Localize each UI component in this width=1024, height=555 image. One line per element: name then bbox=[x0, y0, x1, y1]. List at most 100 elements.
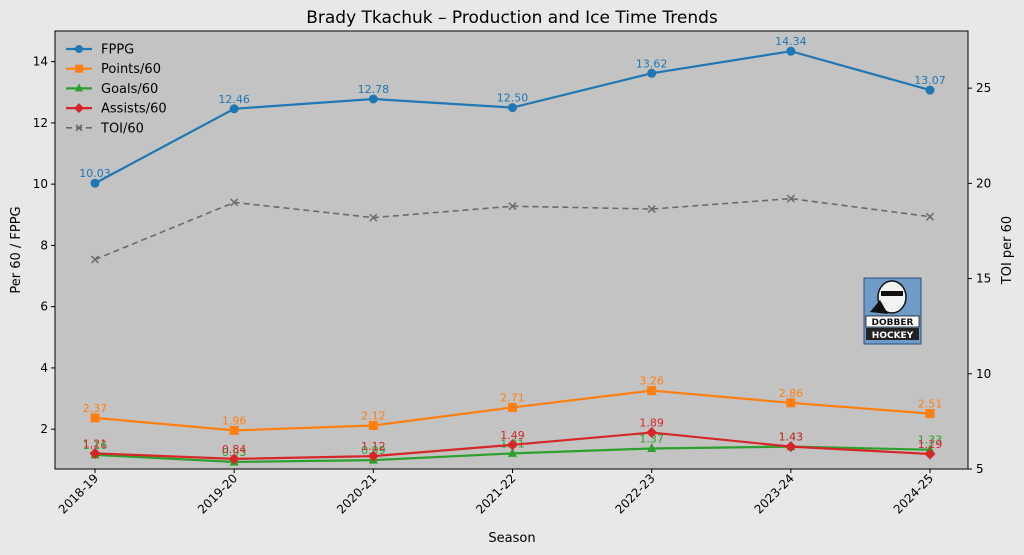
legend-label-goals-60: Goals/60 bbox=[101, 82, 158, 97]
data-point-fppg bbox=[786, 46, 796, 56]
legend-marker-points-60 bbox=[75, 64, 83, 73]
data-point-assists-60 bbox=[228, 453, 240, 465]
data-label-fppg: 12.50 bbox=[497, 92, 529, 105]
legend-marker-goals-60 bbox=[75, 83, 83, 92]
data-point-fppg bbox=[647, 68, 657, 78]
data-point-fppg bbox=[90, 178, 100, 188]
y-tick-label: 4 bbox=[40, 361, 48, 375]
logo-banner-bottom bbox=[866, 328, 919, 340]
x-tick-label: 2020-21 bbox=[334, 471, 379, 516]
data-point-assists-60 bbox=[507, 439, 518, 451]
legend-label-assists-60: Assists/60 bbox=[101, 102, 167, 117]
legend-marker-assists-60 bbox=[74, 103, 84, 114]
data-point-fppg bbox=[925, 85, 935, 95]
data-label-points-60: 2.51 bbox=[918, 398, 943, 411]
data-label-assists-60: 1.21 bbox=[83, 437, 108, 450]
x-tick-label: 2021-22 bbox=[473, 471, 518, 516]
logo-fist-icon bbox=[870, 300, 888, 314]
data-label-points-60: 2.86 bbox=[779, 387, 804, 400]
data-label-goals-60: 0.93 bbox=[222, 446, 247, 459]
data-point-points-60 bbox=[508, 402, 517, 412]
data-point-points-60 bbox=[786, 398, 796, 408]
data-point-goals-60 bbox=[508, 447, 517, 457]
x-axis-label: Season bbox=[488, 531, 535, 546]
y-tick-label: 10 bbox=[33, 177, 48, 191]
y2-tick-label: 25 bbox=[976, 81, 991, 95]
data-point-points-60 bbox=[229, 425, 239, 435]
logo-text-bottom: HOCKEY bbox=[872, 331, 914, 341]
data-point-fppg bbox=[508, 103, 517, 113]
data-label-fppg: 14.34 bbox=[775, 35, 807, 48]
data-point-toi-60 bbox=[230, 198, 239, 207]
y2-axis-label: TOI per 60 bbox=[1000, 216, 1015, 285]
data-label-goals-60: 0.99 bbox=[361, 444, 386, 457]
logo-text-top: DOBBER bbox=[872, 318, 914, 328]
y-axis-label: Per 60 / FPPG bbox=[9, 206, 24, 293]
data-point-assists-60 bbox=[924, 448, 936, 460]
data-label-assists-60: 1.89 bbox=[639, 417, 664, 430]
data-label-fppg: 13.07 bbox=[914, 74, 946, 87]
dobber-hockey-logo: DOBBER HOCKEY bbox=[863, 277, 922, 345]
data-point-assists-60 bbox=[89, 447, 101, 459]
data-point-toi-60 bbox=[786, 194, 795, 203]
x-tick-label: 2019-20 bbox=[195, 471, 240, 516]
data-label-fppg: 12.78 bbox=[358, 83, 390, 96]
y-tick-label: 6 bbox=[40, 300, 48, 314]
data-label-points-60: 2.71 bbox=[500, 391, 525, 404]
data-label-fppg: 10.03 bbox=[79, 167, 111, 180]
data-label-goals-60: 1.33 bbox=[918, 434, 943, 447]
legend-marker-toi-60 bbox=[75, 124, 83, 132]
x-tick-label: 2022-23 bbox=[612, 471, 657, 516]
data-point-points-60 bbox=[925, 409, 935, 419]
logo-sunglasses-icon bbox=[881, 291, 903, 296]
y2-tick-label: 15 bbox=[976, 272, 991, 286]
logo-banner-top bbox=[865, 315, 920, 328]
data-label-goals-60: 1.43 bbox=[779, 431, 804, 444]
legend-label-points-60: Points/60 bbox=[101, 62, 161, 77]
y2-tick-label: 20 bbox=[976, 176, 991, 190]
data-point-points-60 bbox=[647, 386, 657, 396]
y2-tick-label: 5 bbox=[976, 462, 984, 476]
data-label-assists-60: 1.43 bbox=[779, 431, 804, 444]
data-point-toi-60 bbox=[90, 255, 100, 264]
data-point-fppg bbox=[368, 94, 378, 104]
data-point-assists-60 bbox=[646, 427, 658, 439]
data-label-points-60: 2.12 bbox=[361, 410, 386, 423]
x-tick-label: 2018-19 bbox=[56, 471, 101, 516]
logo-face-icon bbox=[877, 280, 907, 314]
data-point-goals-60 bbox=[647, 442, 657, 452]
data-point-toi-60 bbox=[369, 213, 378, 222]
y-tick-label: 12 bbox=[33, 116, 48, 130]
data-label-assists-60: 1.19 bbox=[918, 438, 943, 451]
y-tick-label: 8 bbox=[40, 238, 48, 252]
data-label-fppg: 12.46 bbox=[218, 93, 250, 106]
data-point-toi-60 bbox=[508, 202, 517, 211]
data-label-assists-60: 0.84 bbox=[222, 443, 247, 456]
data-label-points-60: 3.26 bbox=[639, 375, 664, 388]
data-label-goals-60: 1.16 bbox=[83, 439, 108, 452]
y-tick-label: 2 bbox=[40, 422, 48, 436]
data-label-points-60: 1.96 bbox=[222, 414, 247, 427]
data-point-points-60 bbox=[90, 413, 100, 423]
data-point-assists-60 bbox=[785, 441, 797, 453]
data-label-points-60: 2.37 bbox=[83, 402, 108, 415]
data-label-fppg: 13.62 bbox=[636, 57, 668, 70]
data-point-assists-60 bbox=[367, 450, 379, 462]
data-point-points-60 bbox=[368, 421, 378, 431]
data-label-assists-60: 1.12 bbox=[361, 440, 386, 453]
x-tick-label: 2023-24 bbox=[752, 471, 797, 516]
data-point-toi-60 bbox=[647, 205, 656, 214]
y-tick-label: 14 bbox=[33, 55, 48, 69]
data-point-fppg bbox=[229, 104, 239, 114]
legend-label-toi-60: TOI/60 bbox=[100, 121, 144, 136]
chart-title: Brady Tkachuk – Production and Ice Time … bbox=[306, 8, 718, 28]
legend-marker-fppg bbox=[75, 45, 83, 53]
x-tick-label: 2024-25 bbox=[891, 471, 936, 516]
data-label-assists-60: 1.49 bbox=[500, 429, 525, 442]
data-label-goals-60: 1.37 bbox=[639, 432, 664, 445]
legend-label-fppg: FPPG bbox=[101, 43, 134, 58]
data-point-toi-60 bbox=[925, 212, 935, 221]
y2-tick-label: 10 bbox=[976, 367, 991, 381]
